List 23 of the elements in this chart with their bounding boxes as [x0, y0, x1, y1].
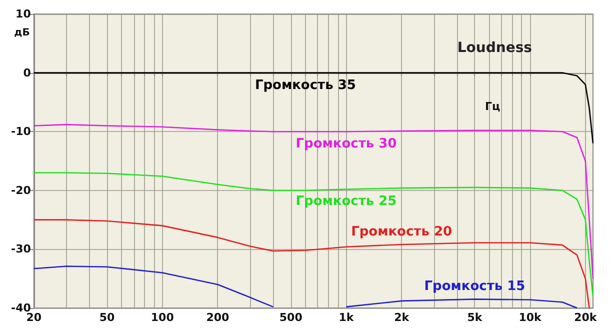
series-label: Громкость 30 [296, 136, 397, 152]
x-tick-label: 10k [518, 311, 542, 324]
y-tick-label: 10 [16, 8, 32, 20]
text: Loudness [457, 40, 532, 56]
y-tick-label: -30 [11, 242, 32, 256]
x-axis-title: Гц [485, 100, 500, 113]
x-tick-label: 2k [394, 311, 410, 324]
series-label: Громкость 15 [424, 279, 526, 294]
x-tick-label: 500 [279, 311, 303, 324]
x-tick-label: 50 [99, 311, 116, 324]
x-tick-label: 20 [26, 311, 42, 324]
x-tick-label: 5k [467, 311, 483, 324]
x-tick-label: 200 [206, 311, 230, 324]
x-tick-label: 100 [150, 311, 174, 324]
y-axis-title: дБ [14, 28, 30, 38]
y-tick-label: -20 [11, 184, 32, 197]
series-label: Громкость 35 [254, 78, 356, 93]
series-label: Громкость 20 [351, 224, 452, 240]
y-tick-label: 0 [23, 66, 32, 80]
y-tick-label: -10 [11, 125, 32, 138]
x-tick-label: 20k [574, 311, 598, 324]
x-tick-label: 1k [338, 311, 354, 324]
series-label: Громкость 25 [296, 194, 397, 210]
